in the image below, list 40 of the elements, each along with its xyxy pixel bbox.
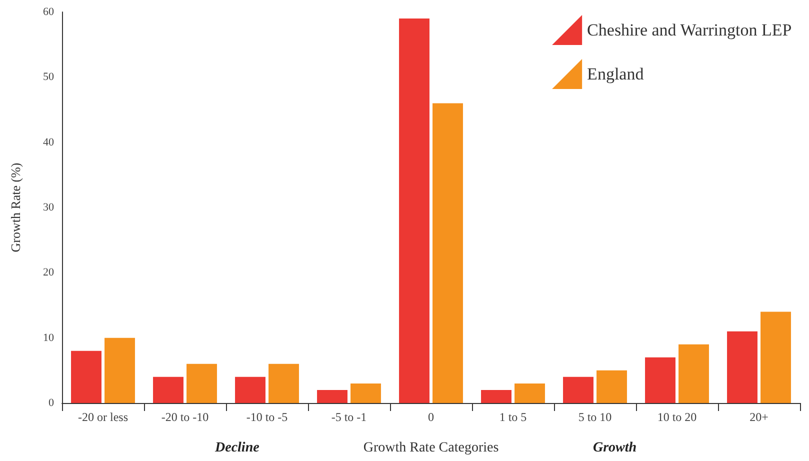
bar	[514, 383, 545, 403]
y-tick-label: 60	[43, 6, 54, 18]
bar	[399, 18, 430, 403]
x-tick-label: 1 to 5	[499, 410, 527, 424]
bar	[104, 338, 135, 403]
bar	[678, 344, 709, 403]
bar	[481, 390, 512, 403]
x-tick-label: 0	[428, 410, 434, 424]
x-tick-label: -5 to -1	[331, 410, 367, 424]
legend-label: Cheshire and Warrington LEP	[587, 20, 792, 40]
x-tick-label: -20 to -10	[161, 410, 209, 424]
bar	[645, 357, 676, 403]
y-tick-label: 30	[43, 202, 54, 214]
text: Growth	[593, 440, 637, 456]
bar	[350, 383, 381, 403]
x-axis-title: Growth Rate Categories	[363, 440, 499, 456]
bar	[153, 376, 184, 403]
bar	[71, 350, 102, 403]
x-tick-label: 10 to 20	[657, 410, 697, 424]
bar	[727, 331, 758, 403]
bar	[596, 370, 627, 403]
legend-label: England	[587, 64, 644, 84]
bar	[317, 390, 348, 403]
bar	[563, 376, 594, 403]
bar	[760, 312, 791, 403]
y-tick-label: 10	[43, 332, 54, 344]
y-tick-label: 20	[43, 266, 54, 279]
bar	[432, 103, 463, 403]
y-tick-label: 0	[48, 397, 54, 409]
bar	[268, 364, 299, 403]
bar	[186, 364, 217, 403]
y-tick-label: 40	[43, 136, 54, 148]
x-tick-label: 20+	[750, 410, 769, 424]
y-axis-title: Growth Rate (%)	[8, 162, 23, 252]
x-tick-label: -10 to -5	[246, 410, 288, 424]
bar	[235, 376, 266, 403]
text: Decline	[214, 440, 260, 456]
y-tick-label: 50	[43, 71, 54, 84]
x-tick-label: -20 or less	[78, 410, 128, 424]
x-tick-label: 5 to 10	[578, 410, 612, 424]
